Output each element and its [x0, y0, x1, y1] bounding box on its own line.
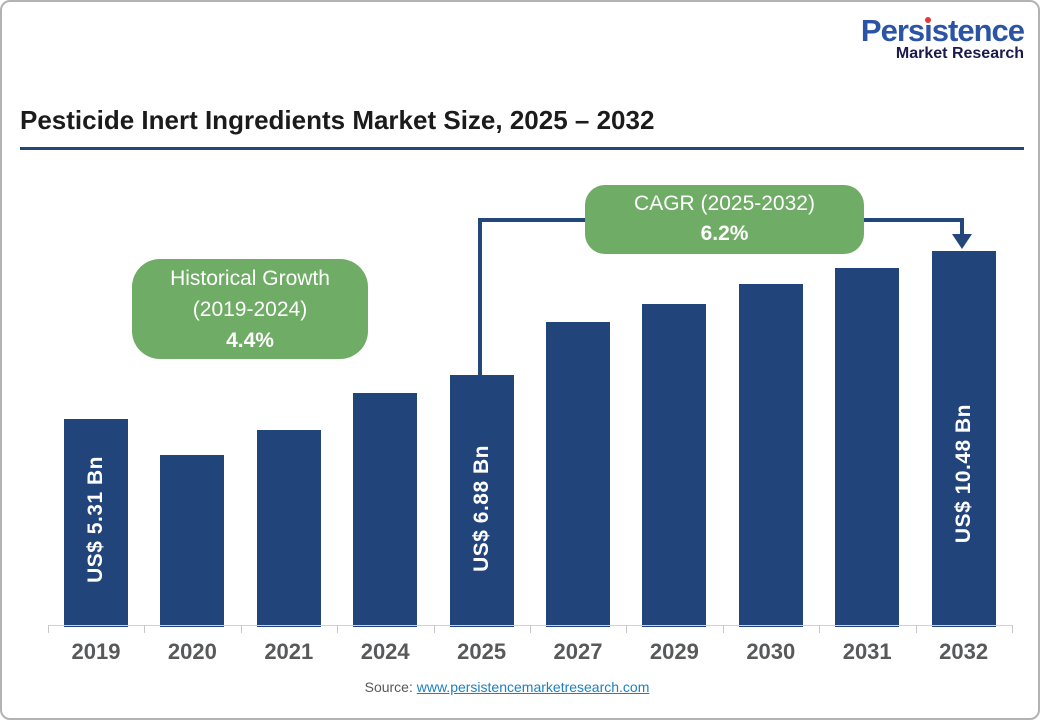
x-axis-label-2032: 2032: [939, 639, 989, 664]
x-axis-label-2031: 2031: [842, 639, 892, 664]
cagr-connector-right-line: [960, 218, 964, 236]
x-axis-label-2020: 2020: [167, 639, 217, 664]
x-axis-tick: [915, 625, 917, 633]
bar-2029: [642, 304, 707, 627]
bar-2031: [835, 268, 900, 627]
bar-2030: [738, 284, 803, 627]
x-axis-tick: [144, 625, 146, 633]
x-axis-label-2019: 2019: [71, 639, 121, 664]
cagr-callout: CAGR (2025-2032) 6.2%: [585, 185, 864, 254]
bar-2020: [160, 455, 225, 627]
x-axis-label-2030: 2030: [746, 639, 796, 664]
x-axis-tick: [1012, 625, 1013, 633]
cagr-connector-left-line: [478, 218, 482, 377]
x-axis-tick: [819, 625, 821, 633]
x-axis-label-2024: 2024: [360, 639, 410, 664]
cagr-value: 6.2%: [700, 222, 749, 245]
x-axis-tick: [337, 625, 339, 633]
brand-name-pre: Pers: [860, 13, 925, 48]
source-line: Source: www.persistencemarketresearch.co…: [2, 679, 1012, 695]
bar-2027: [546, 322, 610, 627]
historical-growth-line1: Historical Growth: [170, 267, 330, 290]
bar-2021: [256, 430, 321, 627]
brand-name: Persı stence: [860, 13, 1025, 48]
cagr-arrow-down-icon: [952, 234, 972, 249]
bar-value-label-2032: US$ 10.48 Bn: [951, 403, 975, 543]
bar-value-label-2025: US$ 6.88 Bn: [469, 445, 493, 572]
historical-growth-callout: Historical Growth (2019-2024) 4.4%: [132, 259, 368, 359]
title-underline: [20, 147, 1024, 150]
bar-2024: [353, 393, 418, 627]
x-axis-tick: [722, 625, 724, 633]
x-axis-tick: [433, 625, 435, 633]
x-axis-label-2021: 2021: [264, 639, 314, 664]
brand-i-red-dot: ı: [924, 13, 933, 48]
bar-2032: US$ 10.48 Bn: [931, 251, 996, 627]
page-title: Pesticide Inert Ingredients Market Size,…: [20, 105, 655, 135]
historical-growth-value: 4.4%: [226, 329, 274, 352]
red-dot-icon: [924, 17, 931, 23]
bar-2019: US$ 5.31 Bn: [64, 419, 128, 627]
x-axis-tick: [240, 625, 242, 633]
source-link[interactable]: www.persistencemarketresearch.com: [416, 679, 650, 695]
source-label: Source:: [364, 679, 413, 695]
x-axis-label-2025: 2025: [457, 639, 507, 664]
x-axis-label-2029: 2029: [649, 639, 699, 664]
x-axis-tick: [530, 625, 531, 633]
bar-2025: US$ 6.88 Bn: [449, 375, 514, 627]
x-axis-label-2027: 2027: [553, 639, 603, 664]
historical-growth-line2: (2019-2024): [192, 298, 308, 321]
bar-value-label-2019: US$ 5.31 Bn: [84, 456, 107, 583]
cagr-line1: CAGR (2025-2032): [634, 192, 815, 215]
x-axis-tick: [48, 625, 49, 633]
x-axis-tick: [626, 625, 628, 633]
brand-tagline: Market Research: [895, 45, 1024, 62]
brand-logo: Persı stence Market Research: [860, 13, 1025, 62]
brand-name-post: stence: [931, 13, 1025, 48]
